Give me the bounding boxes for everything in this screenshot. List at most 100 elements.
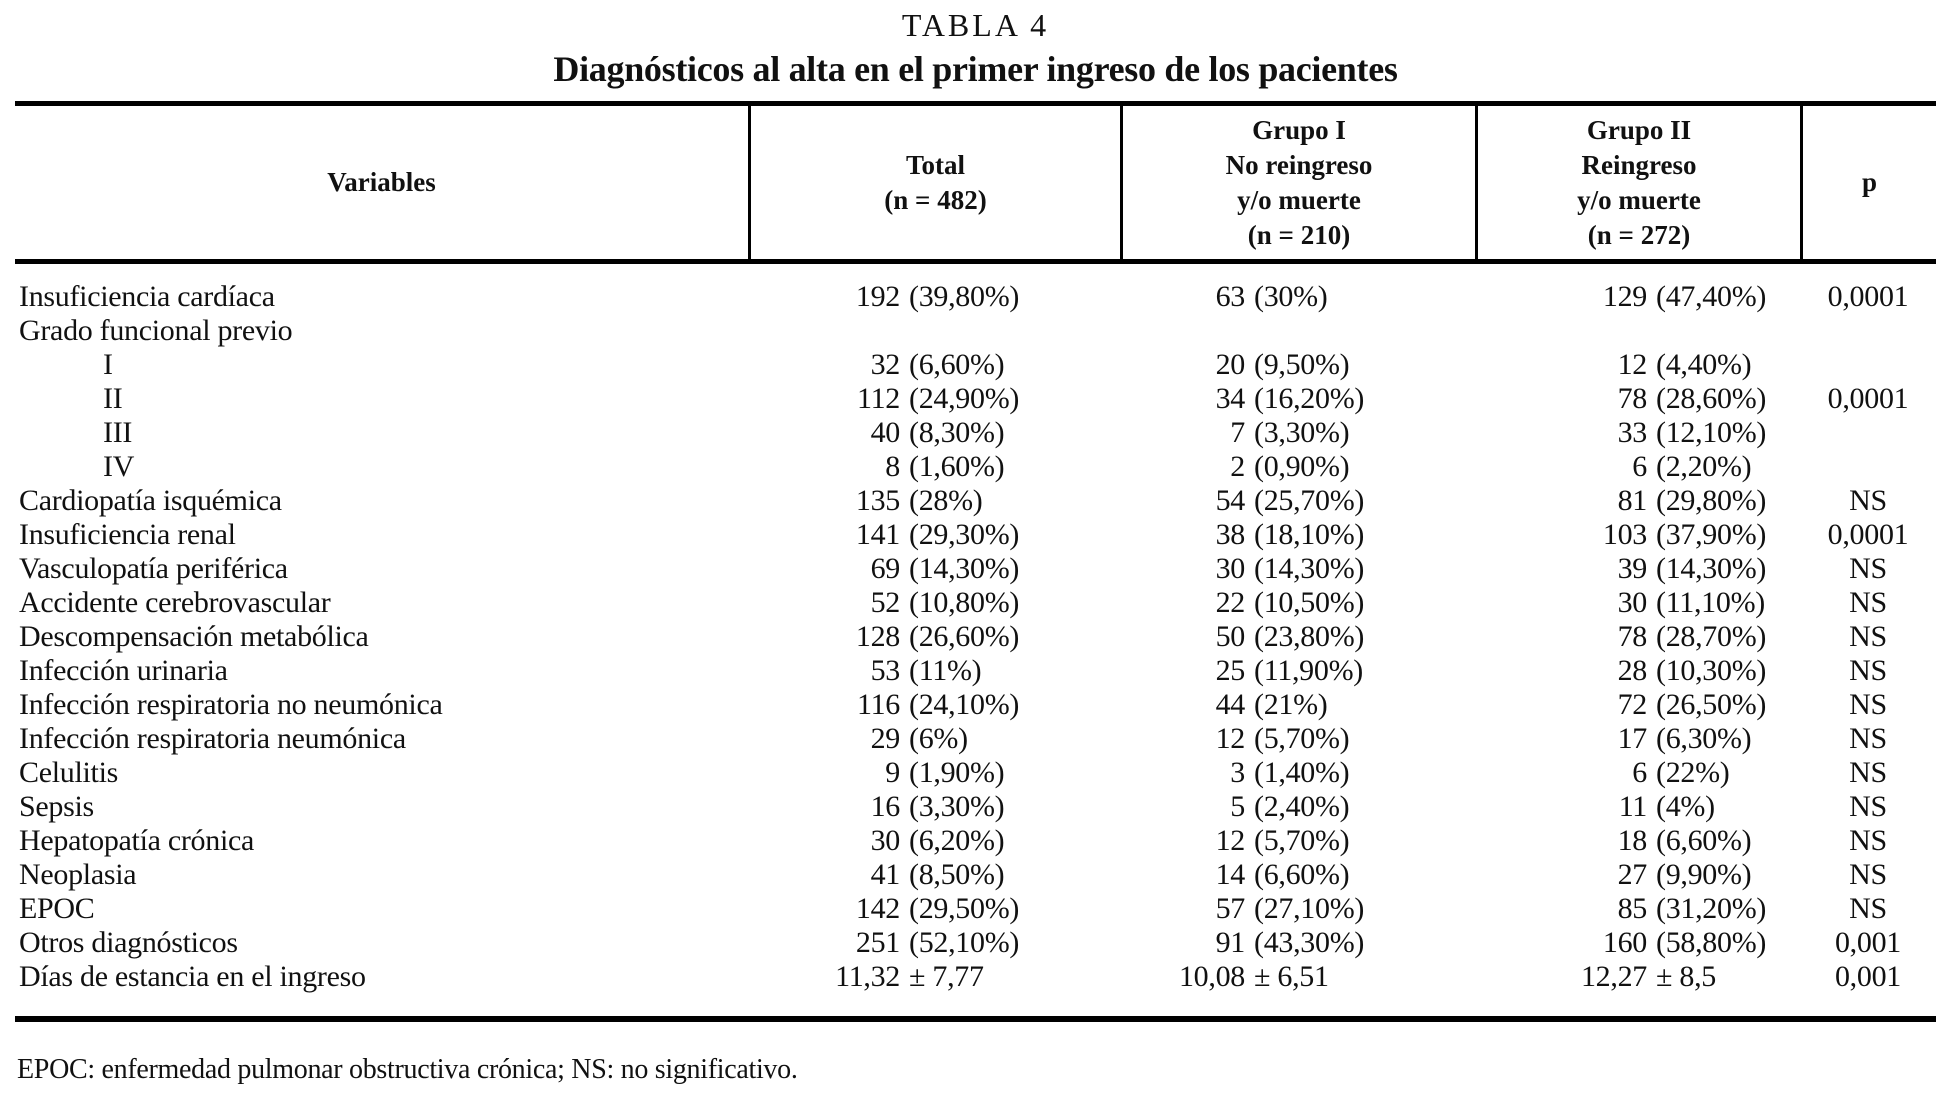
variable-cell: EPOC [15,892,748,926]
grupo2-cell: 28 (10,30%) [1475,654,1800,688]
p-cell: NS [1849,790,1887,823]
table-row: Celulitis 9 (1,90%) 3 (1,40%) 6 (22%) NS [15,756,1936,790]
total-cell: 16 (3,30%) [748,790,1120,824]
count-value: 129 [1602,280,1647,313]
count-value: 69 [870,552,901,585]
percent-value: (2,20%) [1656,450,1752,483]
percent-value: (4,40%) [1656,348,1752,381]
table-header-row: Variables Total (n = 482) Grupo I No rei… [15,106,1936,259]
percent-value: (14,30%) [909,552,1020,585]
count-value: 141 [855,518,900,551]
grupo2-cell: 78 (28,60%) [1475,382,1800,416]
percent-value: (2,40%) [1254,790,1350,823]
total-cell: 192 (39,80%) [748,280,1120,314]
percent-value: (6,60%) [1254,858,1350,891]
percent-value: (11,90%) [1254,654,1363,687]
percent-value: (5,70%) [1254,722,1350,755]
grupo2-cell: 12,27 ± 8,5 [1475,960,1800,994]
percent-value: (10,50%) [1254,586,1365,619]
variable-cell: Vasculopatía periférica [15,552,748,586]
grupo1-cell: 7 (3,30%) [1120,416,1475,450]
header-grupo-2: Grupo II Reingreso y/o muerte (n = 272) [1475,106,1800,259]
variable-label: Neoplasia [19,858,137,891]
percent-value: (28,60%) [1656,382,1767,415]
count-value: 81 [1617,484,1648,517]
table-row: Días de estancia en el ingreso 11,32 ± 7… [15,960,1936,994]
count-value: 12,27 [1580,960,1647,993]
grupo2-cell: 129 (47,40%) [1475,280,1800,314]
variable-label: Hepatopatía crónica [19,824,255,857]
percent-value: (8,30%) [909,416,1005,449]
percent-value: (6,30%) [1656,722,1752,755]
grupo1-cell: 25 (11,90%) [1120,654,1475,688]
variable-label: Infección urinaria [19,654,228,687]
count-value: 16 [870,790,901,823]
variable-cell: Grado funcional previo [15,314,748,348]
count-value: 135 [855,484,900,517]
grupo1-cell: 3 (1,40%) [1120,756,1475,790]
total-cell: 52 (10,80%) [748,586,1120,620]
count-value: 7 [1230,416,1245,449]
total-cell: 8 (1,60%) [748,450,1120,484]
count-value: 44 [1215,688,1246,721]
grupo2-cell: 12 (4,40%) [1475,348,1800,382]
variable-label: Insuficiencia cardíaca [19,280,275,313]
grupo1-cell: 34 (16,20%) [1120,382,1475,416]
percent-value: (1,60%) [909,450,1005,483]
p-cell: 0,001 [1834,960,1901,993]
percent-value: (10,80%) [909,586,1020,619]
table-row: III 40 (8,30%) 7 (3,30%) 33 (12,10%) [15,416,1936,450]
percent-value: (47,40%) [1656,280,1767,313]
percent-value: (37,90%) [1656,518,1767,551]
count-value: 112 [857,382,900,415]
header-variables: Variables [327,167,436,197]
count-value: 27 [1617,858,1648,891]
percent-value: (14,30%) [1254,552,1365,585]
count-value: 17 [1617,722,1648,755]
percent-value: (9,90%) [1656,858,1752,891]
percent-value [1245,314,1254,348]
grupo2-cell: 6 (22%) [1475,756,1800,790]
percent-value: ± 7,77 [909,960,984,993]
table-row: Accidente cerebrovascular 52 (10,80%) 22… [15,586,1936,620]
count-value: 12 [1215,722,1246,755]
variable-label: III [103,416,133,449]
p-cell: NS [1849,722,1887,755]
percent-value: (5,70%) [1254,824,1350,857]
p-cell [1800,450,1936,484]
percent-value: ± 8,5 [1656,960,1716,993]
percent-value: (11%) [909,654,982,687]
grupo2-cell: 160 (58,80%) [1475,926,1800,960]
table-row: EPOC 142 (29,50%) 57 (27,10%) 85 (31,20%… [15,892,1936,926]
variable-cell: IV [15,450,748,484]
p-cell: NS [1849,892,1887,925]
variable-cell: Insuficiencia cardíaca [15,280,748,314]
percent-value: (52,10%) [909,926,1020,959]
count-value: 116 [857,688,900,721]
table-number: TABLA 4 [901,7,1050,43]
total-cell [748,314,1120,348]
variable-label: EPOC [19,892,95,925]
grupo1-cell: 5 (2,40%) [1120,790,1475,824]
p-cell: NS [1849,688,1887,721]
variable-label: Días de estancia en el ingreso [19,960,366,993]
grupo2-cell: 27 (9,90%) [1475,858,1800,892]
p-cell [1800,348,1936,382]
p-cell: NS [1849,654,1887,687]
table-title: Diagnósticos al alta en el primer ingres… [553,49,1398,89]
percent-value: (3,30%) [909,790,1005,823]
percent-value: (43,30%) [1254,926,1365,959]
grupo1-cell: 63 (30%) [1120,280,1475,314]
table-row: II 112 (24,90%) 34 (16,20%) 78 (28,60%) … [15,382,1936,416]
total-cell: 41 (8,50%) [748,858,1120,892]
grupo1-cell: 12 (5,70%) [1120,722,1475,756]
count-value: 50 [1215,620,1246,653]
percent-value: (24,90%) [909,382,1020,415]
count-value: 30 [870,824,901,857]
table-row: Insuficiencia renal 141 (29,30%) 38 (18,… [15,518,1936,552]
grupo1-cell: 54 (25,70%) [1120,484,1475,518]
variable-label: Insuficiencia renal [19,518,236,551]
count-value: 8 [885,450,900,483]
variable-label: Descompensación metabólica [19,620,369,653]
count-value [1475,314,1647,348]
